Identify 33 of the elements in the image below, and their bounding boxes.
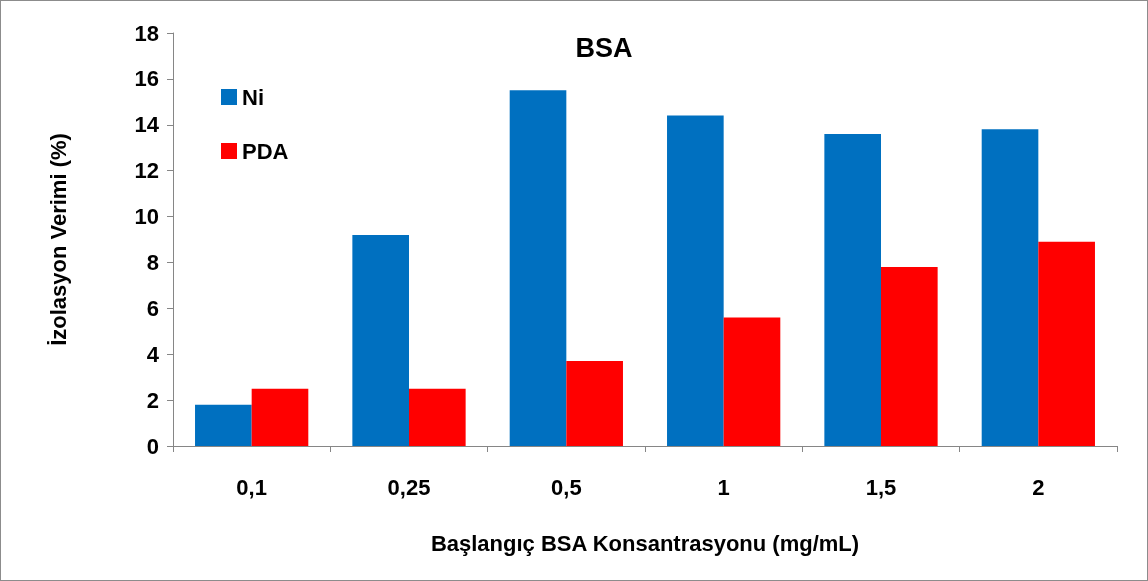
- bar: [352, 234, 409, 446]
- bar: [195, 404, 252, 446]
- bar: [566, 361, 623, 446]
- bar: [881, 267, 938, 446]
- y-tick-label: 8: [146, 249, 159, 275]
- bar: [251, 388, 309, 446]
- legend-label: PDA: [242, 138, 289, 164]
- bar: [509, 90, 567, 446]
- x-tick-label: 0,25: [387, 474, 431, 500]
- y-tick-label: 6: [146, 295, 159, 321]
- y-tick-label: 12: [134, 158, 159, 184]
- y-tick-label: 10: [134, 204, 159, 230]
- x-tick-label: 0,5: [551, 474, 582, 500]
- x-axis-title: Başlangıç BSA Konsantrasyonu (mg/mL): [430, 530, 860, 556]
- y-tick-label: 4: [146, 341, 160, 367]
- x-tick-label: 1: [717, 474, 730, 500]
- y-tick-label: 18: [134, 20, 159, 46]
- x-tick-label: 1,5: [865, 474, 897, 500]
- y-tick-label: 0: [146, 433, 159, 459]
- bar: [409, 388, 466, 446]
- bar: [723, 317, 781, 446]
- chart-title: BSA: [575, 32, 633, 63]
- legend-label: Ni: [242, 84, 264, 110]
- x-tick-label: 2: [1032, 474, 1045, 500]
- bar: [824, 133, 881, 446]
- bar: [1038, 241, 1095, 446]
- y-axis-title: İzolasyon Verimi (%): [45, 133, 71, 346]
- bar: [667, 115, 724, 446]
- y-tick-label: 16: [134, 66, 159, 92]
- y-tick-label: 2: [146, 387, 159, 413]
- y-tick-label: 14: [134, 112, 160, 138]
- x-tick-label: 0,1: [236, 474, 267, 500]
- bar: [981, 129, 1039, 446]
